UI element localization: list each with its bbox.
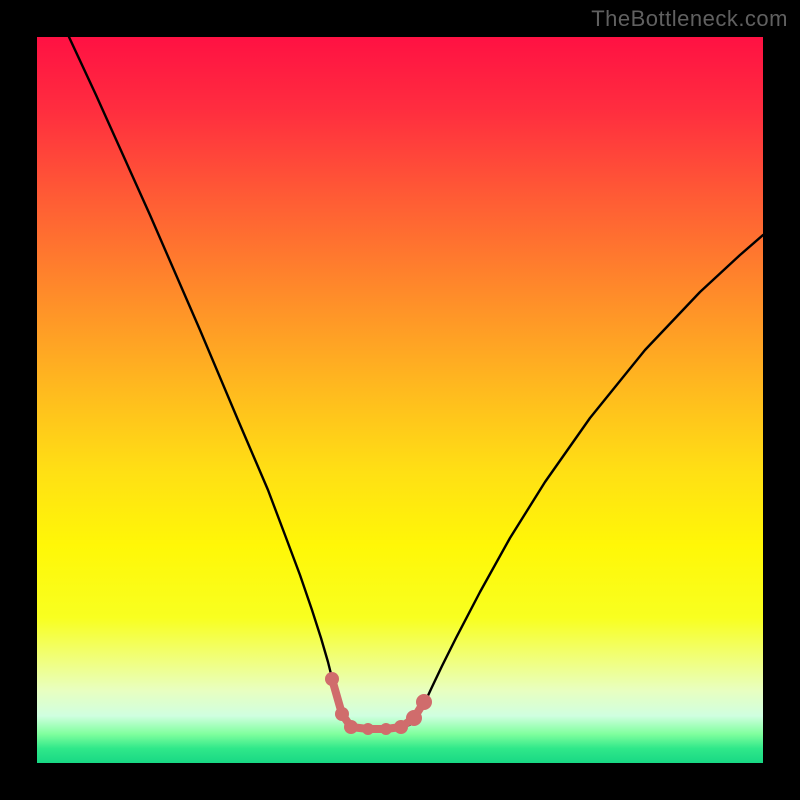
curve-marker bbox=[362, 723, 374, 735]
curve-marker bbox=[406, 710, 422, 726]
curve-marker bbox=[416, 694, 432, 710]
watermark-text: TheBottleneck.com bbox=[591, 6, 788, 32]
curve-marker bbox=[394, 720, 408, 734]
bottleneck-chart-svg bbox=[0, 0, 800, 800]
curve-marker bbox=[344, 720, 358, 734]
curve-marker bbox=[325, 672, 339, 686]
curve-marker bbox=[380, 723, 392, 735]
curve-marker bbox=[335, 707, 349, 721]
chart-root: TheBottleneck.com bbox=[0, 0, 800, 800]
plot-background bbox=[37, 37, 763, 763]
